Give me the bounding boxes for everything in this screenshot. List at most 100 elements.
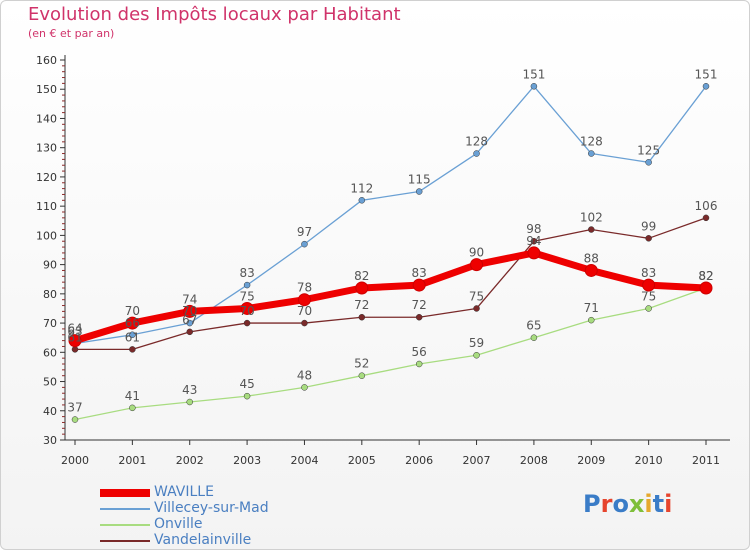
x-tick-label: 2004 bbox=[290, 454, 318, 467]
data-label: 70 bbox=[125, 304, 140, 318]
data-label: 90 bbox=[469, 246, 484, 260]
legend-item: Vandelainville bbox=[100, 532, 360, 549]
data-label: 112 bbox=[350, 181, 373, 195]
data-label: 74 bbox=[182, 292, 197, 306]
x-tick-label: 2000 bbox=[61, 454, 89, 467]
data-point bbox=[415, 313, 423, 321]
data-point bbox=[186, 398, 193, 406]
legend-label: WAVILLE bbox=[154, 484, 214, 500]
data-point bbox=[470, 258, 484, 272]
data-label: 67 bbox=[182, 313, 197, 327]
data-point bbox=[358, 313, 366, 321]
data-point bbox=[473, 150, 480, 157]
data-point bbox=[243, 281, 251, 289]
y-tick-label: 40 bbox=[43, 405, 57, 418]
data-point bbox=[243, 392, 251, 400]
logo-letter: i bbox=[644, 490, 653, 518]
data-label: 75 bbox=[469, 289, 484, 303]
data-label: 151 bbox=[695, 67, 718, 81]
data-point bbox=[588, 316, 595, 324]
y-tick-label: 100 bbox=[36, 229, 57, 242]
x-tick-label: 2002 bbox=[176, 454, 204, 467]
data-label: 75 bbox=[239, 289, 254, 303]
legend-swatch bbox=[100, 508, 150, 510]
data-label: 115 bbox=[408, 173, 431, 187]
x-tick-label: 2001 bbox=[118, 454, 146, 467]
data-point bbox=[527, 246, 541, 260]
logo-letter: o bbox=[612, 490, 629, 518]
data-point bbox=[645, 305, 652, 312]
logo-letter: i bbox=[664, 490, 673, 518]
data-point bbox=[415, 360, 423, 368]
data-point bbox=[297, 293, 311, 307]
data-label: 78 bbox=[297, 281, 312, 295]
data-point bbox=[415, 188, 423, 195]
data-label: 48 bbox=[297, 368, 312, 382]
series-line-onville bbox=[74, 287, 707, 421]
data-point bbox=[642, 278, 656, 292]
x-tick-label: 2007 bbox=[463, 454, 491, 467]
data-point bbox=[301, 384, 308, 391]
data-point bbox=[243, 319, 251, 327]
data-point bbox=[240, 301, 254, 315]
y-tick-label: 150 bbox=[36, 83, 57, 96]
y-tick-label: 50 bbox=[43, 376, 57, 389]
logo-letter: r bbox=[600, 490, 613, 518]
legend-item: Onville bbox=[100, 516, 360, 533]
data-point bbox=[301, 240, 308, 248]
data-label: 43 bbox=[182, 383, 197, 397]
data-point bbox=[473, 305, 480, 312]
data-point bbox=[129, 331, 136, 339]
y-tick-label: 90 bbox=[43, 259, 57, 272]
data-label: 83 bbox=[412, 266, 427, 280]
data-label: 82 bbox=[698, 269, 713, 283]
data-label: 97 bbox=[297, 225, 312, 239]
proxiti-logo: Proxiti bbox=[583, 490, 672, 518]
data-label: 63 bbox=[67, 325, 82, 339]
data-point bbox=[702, 83, 710, 90]
data-label: 71 bbox=[584, 301, 599, 315]
data-point bbox=[129, 346, 136, 353]
logo-letter: t bbox=[652, 490, 665, 518]
data-point bbox=[699, 281, 713, 295]
data-label: 83 bbox=[239, 266, 254, 280]
data-label: 98 bbox=[526, 222, 541, 236]
data-label: 106 bbox=[695, 199, 718, 213]
x-tick-label: 2011 bbox=[692, 454, 720, 467]
data-point bbox=[530, 334, 538, 341]
data-label: 125 bbox=[637, 143, 660, 157]
data-point bbox=[125, 316, 139, 330]
series-line-vandelainville bbox=[74, 217, 707, 351]
data-label: 61 bbox=[67, 330, 82, 344]
legend-item: Villecey-sur-Mad bbox=[100, 500, 360, 517]
x-tick-label: 2005 bbox=[348, 454, 376, 467]
series-line-villecey-sur-mad bbox=[74, 85, 707, 345]
y-tick-label: 70 bbox=[43, 317, 57, 330]
y-tick-label: 160 bbox=[36, 54, 57, 67]
data-label: 61 bbox=[125, 330, 140, 344]
legend-label: Villecey-sur-Mad bbox=[154, 500, 269, 516]
y-tick-label: 60 bbox=[43, 346, 57, 359]
x-tick-label: 2006 bbox=[405, 454, 433, 467]
y-tick-label: 130 bbox=[36, 142, 57, 155]
data-label: 59 bbox=[469, 336, 484, 350]
data-label: 72 bbox=[412, 298, 427, 312]
data-point bbox=[186, 319, 193, 327]
data-point bbox=[473, 351, 480, 359]
legend-label: Vandelainville bbox=[154, 532, 252, 548]
data-label: 99 bbox=[641, 219, 656, 233]
data-label: 65 bbox=[526, 319, 541, 333]
y-tick-label: 140 bbox=[36, 112, 57, 125]
data-point bbox=[358, 197, 366, 204]
logo-letter: x bbox=[628, 490, 645, 518]
y-tick-label: 80 bbox=[43, 288, 57, 301]
x-tick-label: 2010 bbox=[635, 454, 663, 467]
legend: WAVILLE Villecey-sur-Mad Onville Vandelainv… bbox=[100, 484, 360, 549]
data-label: 41 bbox=[125, 389, 140, 403]
data-point bbox=[355, 281, 369, 295]
data-label: 83 bbox=[641, 266, 656, 280]
x-tick-label: 2009 bbox=[577, 454, 605, 467]
y-tick-label: 120 bbox=[36, 171, 57, 184]
data-label: 64 bbox=[67, 322, 82, 336]
